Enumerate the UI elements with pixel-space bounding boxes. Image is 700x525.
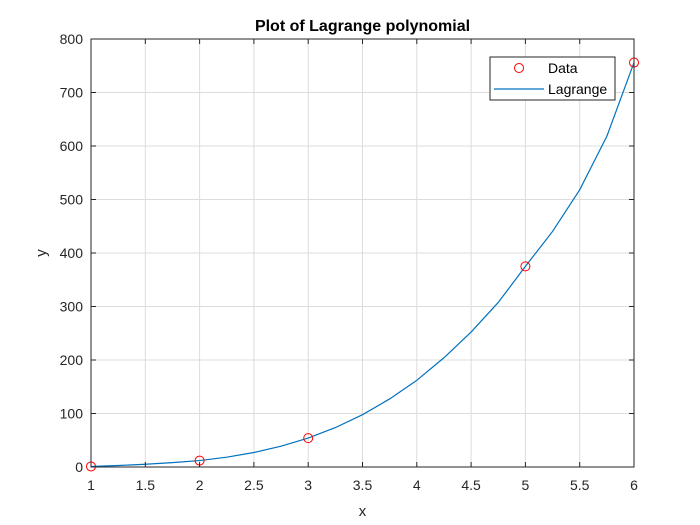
y-tick-label: 0 — [75, 459, 83, 475]
x-tick-label: 1 — [87, 477, 95, 493]
x-tick-label: 4.5 — [461, 477, 481, 493]
y-tick-label: 400 — [60, 245, 84, 261]
legend-data-marker — [514, 63, 524, 73]
x-tick-label: 3 — [304, 477, 312, 493]
axis-ticks: 1 1.5 2 2.5 3 3.5 4 4.5 5 5.5 6 0 100 200 300 400 500 600… — [60, 31, 638, 493]
data-point — [520, 261, 531, 272]
x-tick-label: 2.5 — [244, 477, 264, 493]
x-axis-label: x — [359, 503, 367, 520]
x-tick-label: 5.5 — [570, 477, 590, 493]
x-tick-label: 3.5 — [353, 477, 373, 493]
y-tick-label: 100 — [60, 406, 84, 422]
y-tick-label: 500 — [60, 192, 84, 208]
y-axis-label: y — [33, 249, 50, 257]
y-tick-label: 800 — [60, 31, 84, 47]
legend-lagrange-label: Lagrange — [548, 81, 607, 97]
x-tick-label: 1.5 — [136, 477, 156, 493]
y-tick-label: 200 — [60, 352, 84, 368]
y-tick-label: 600 — [60, 138, 84, 154]
legend-data-label: Data — [548, 60, 578, 76]
x-tick-label: 5 — [522, 477, 530, 493]
y-tick-label: 700 — [60, 85, 84, 101]
lagrange-line — [90, 62, 635, 468]
x-tick-label: 4 — [413, 477, 421, 493]
legend-box — [489, 56, 616, 101]
y-tick-label: 300 — [60, 299, 84, 315]
data-point — [303, 433, 314, 444]
legend: Data Lagrange — [489, 56, 616, 101]
x-tick-label: 6 — [630, 477, 638, 493]
chart-title: Plot of Lagrange polynomial — [255, 18, 470, 35]
x-tick-label: 2 — [196, 477, 204, 493]
